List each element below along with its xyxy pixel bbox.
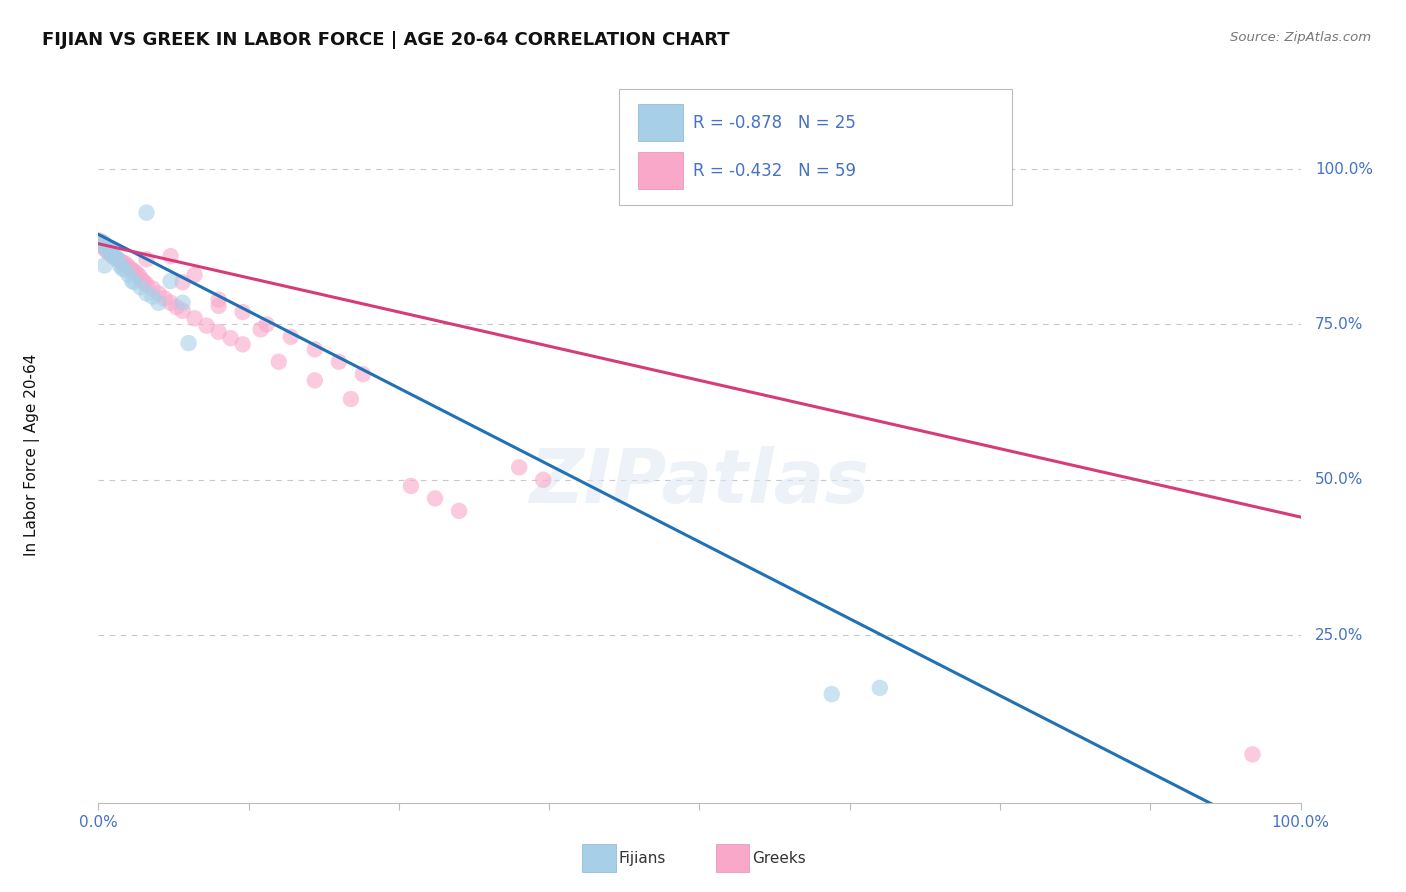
Point [107, 252, 129, 267]
Text: R = -0.432   N = 59: R = -0.432 N = 59 [693, 161, 856, 179]
Point [352, 367, 374, 381]
Point [118, 261, 141, 276]
Point [172, 303, 194, 318]
Point [280, 330, 302, 344]
Text: R = -0.878   N = 25: R = -0.878 N = 25 [693, 113, 856, 131]
Point [125, 267, 148, 281]
Point [93, 259, 115, 273]
Point [135, 277, 157, 291]
Point [304, 343, 326, 357]
Point [117, 268, 139, 282]
Point [821, 687, 844, 701]
Point [90, 236, 112, 251]
Point [121, 274, 143, 288]
Text: FIJIAN VS GREEK IN LABOR FORCE | AGE 20-64 CORRELATION CHART: FIJIAN VS GREEK IN LABOR FORCE | AGE 20-… [42, 31, 730, 49]
Point [114, 257, 136, 271]
Point [208, 299, 231, 313]
Text: Fijians: Fijians [619, 851, 666, 865]
Point [93, 240, 115, 254]
Point [208, 325, 231, 339]
Point [108, 259, 131, 273]
Point [172, 275, 194, 289]
Point [183, 311, 205, 326]
Point [232, 337, 254, 351]
Point [869, 681, 891, 695]
Text: ZIPatlas: ZIPatlas [530, 446, 869, 519]
Point [153, 291, 176, 305]
Point [131, 273, 153, 287]
Point [159, 295, 181, 310]
Point [195, 318, 218, 333]
Point [107, 252, 129, 267]
Point [111, 255, 134, 269]
Point [166, 300, 188, 314]
Point [232, 305, 254, 319]
Point [172, 295, 194, 310]
Point [114, 262, 136, 277]
Point [267, 355, 290, 369]
Point [94, 240, 117, 254]
Point [1241, 747, 1264, 762]
Point [111, 261, 134, 276]
Point [328, 355, 350, 369]
Point [340, 392, 363, 406]
Point [117, 259, 139, 273]
Point [101, 249, 124, 263]
Point [101, 248, 124, 262]
Point [148, 295, 170, 310]
Point [141, 289, 163, 303]
Point [94, 243, 117, 257]
Point [100, 244, 122, 259]
Point [100, 248, 122, 262]
Point [141, 281, 163, 295]
Point [159, 249, 181, 263]
Point [256, 318, 278, 332]
Point [97, 244, 120, 259]
Point [177, 336, 200, 351]
Point [249, 322, 271, 336]
Point [104, 251, 127, 265]
Point [100, 243, 122, 257]
Point [124, 275, 146, 289]
Text: 50.0%: 50.0% [1315, 472, 1364, 487]
Point [399, 479, 422, 493]
Point [124, 265, 146, 279]
Point [91, 240, 114, 254]
Point [447, 504, 470, 518]
Point [108, 254, 131, 268]
Point [219, 331, 242, 345]
Point [159, 274, 181, 288]
Point [91, 235, 114, 250]
Point [91, 235, 114, 250]
Point [96, 242, 118, 256]
Point [423, 491, 446, 506]
Point [135, 205, 157, 219]
Text: 75.0%: 75.0% [1315, 317, 1364, 332]
Point [121, 262, 143, 277]
Point [97, 244, 120, 259]
Point [129, 280, 152, 294]
Text: Greeks: Greeks [752, 851, 806, 865]
Point [531, 473, 554, 487]
Text: Source: ZipAtlas.com: Source: ZipAtlas.com [1230, 31, 1371, 45]
Point [90, 236, 112, 251]
Point [304, 373, 326, 387]
Point [148, 286, 170, 301]
Point [135, 286, 157, 301]
Point [89, 234, 111, 248]
Point [183, 268, 205, 282]
Point [135, 252, 157, 267]
Text: In Labor Force | Age 20-64: In Labor Force | Age 20-64 [24, 354, 41, 556]
Point [132, 275, 155, 289]
Point [128, 268, 150, 283]
Text: 25.0%: 25.0% [1315, 628, 1364, 642]
Point [104, 251, 127, 265]
Point [208, 293, 231, 307]
Point [98, 246, 121, 260]
Text: 100.0%: 100.0% [1315, 161, 1374, 177]
Point [508, 460, 530, 475]
